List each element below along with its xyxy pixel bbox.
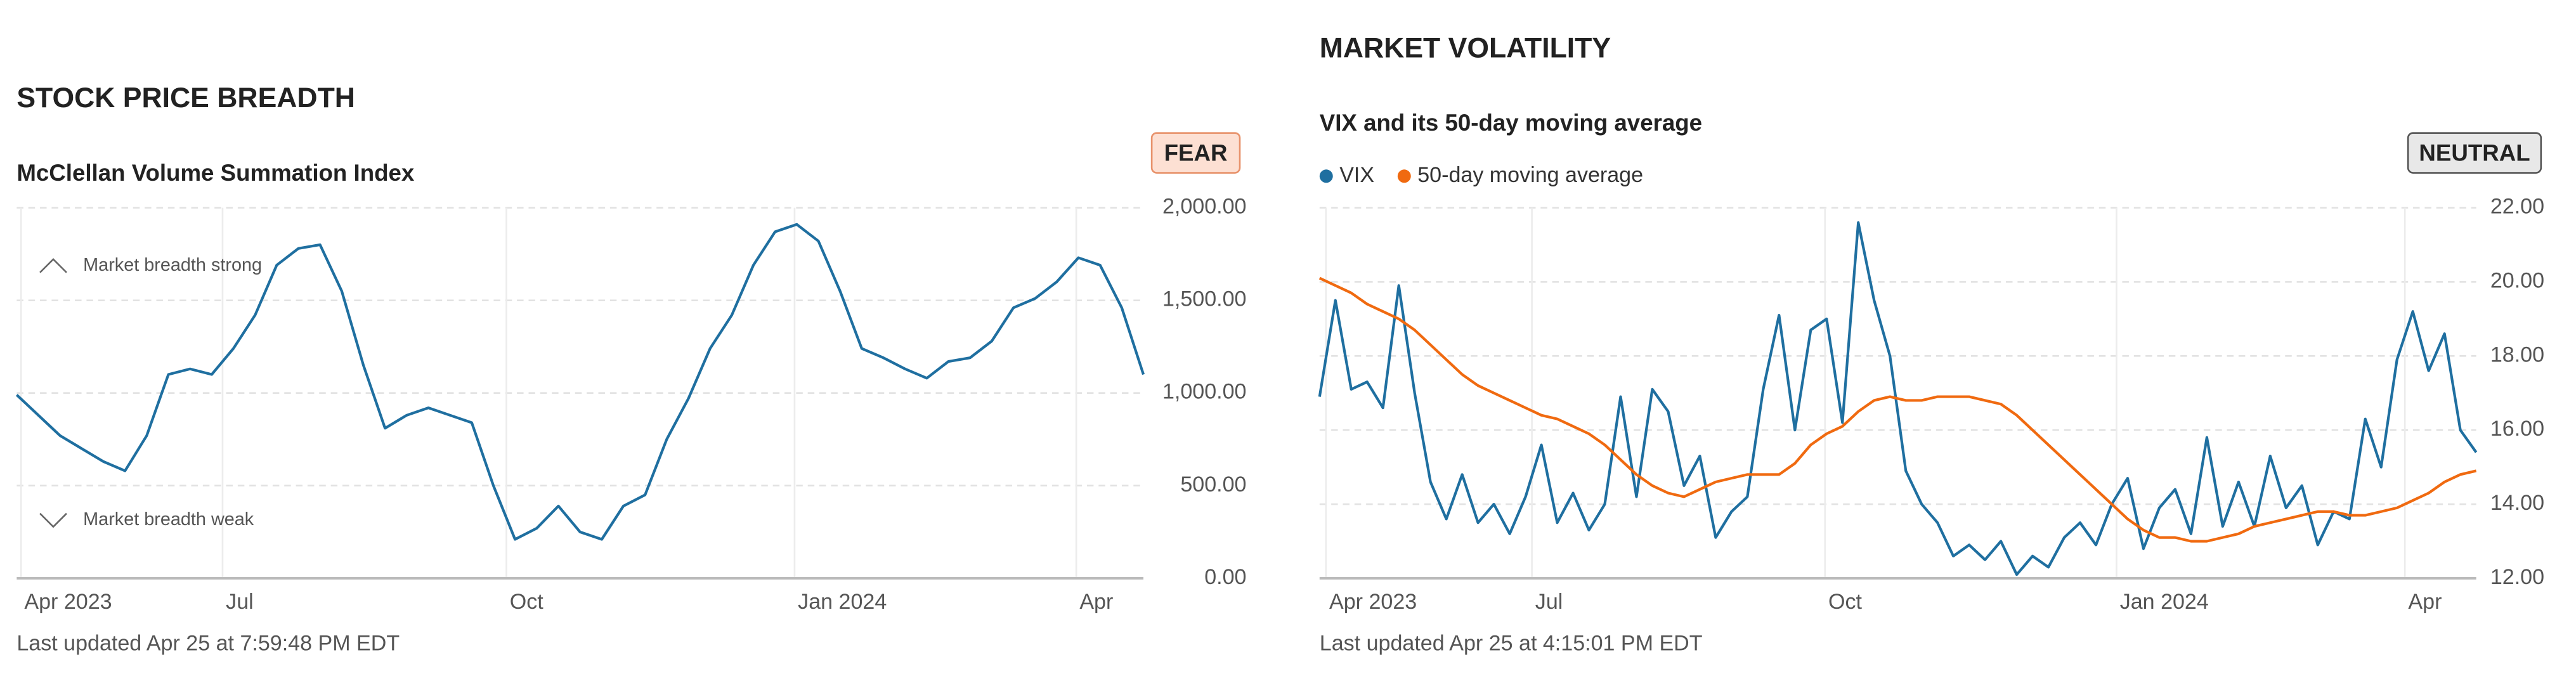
data-line — [1318, 276, 2477, 543]
x-tick-label: Oct — [510, 590, 544, 614]
y-tick-label: 500.00 — [1180, 472, 1246, 497]
annotation-chevron — [39, 512, 67, 528]
x-tick-label: Jan 2024 — [798, 590, 887, 614]
chart-subtitle: VIX and its 50-day moving average — [1320, 110, 1702, 136]
y-tick-label: 18.00 — [2490, 342, 2544, 367]
x-tick-label: Jan 2024 — [2120, 590, 2209, 614]
y-tick-label: 14.00 — [2490, 491, 2544, 515]
chart-title: STOCK PRICE BREADTH — [16, 82, 355, 114]
y-tick-label: 22.00 — [2490, 195, 2544, 219]
x-tick-label: Oct — [1828, 590, 1863, 614]
status-badge — [2407, 132, 2542, 174]
annotation: Market breadth weak — [83, 509, 254, 530]
y-tick-label: 16.00 — [2490, 417, 2544, 441]
footer: Last updated Apr 25 at 7:59:48 PM EDT — [16, 632, 400, 656]
x-tick-label: Jul — [226, 590, 254, 614]
x-tick-label: Jul — [1535, 590, 1563, 614]
chart-title: MARKET VOLATILITY — [1320, 32, 1611, 63]
y-tick-label: 12.00 — [2490, 565, 2544, 589]
legend-dot — [1397, 169, 1411, 183]
x-tick-label: Apr 2023 — [1329, 590, 1417, 614]
y-tick-label: 0.00 — [1204, 565, 1246, 589]
annotation-chevron — [39, 257, 67, 273]
data-line — [1318, 221, 2478, 576]
status-badge — [1150, 132, 1241, 174]
footer: Last updated Apr 25 at 4:15:01 PM EDT — [1320, 632, 1703, 656]
x-tick-label: Apr — [2408, 590, 2442, 614]
legend-label: 50-day moving average — [1417, 163, 1643, 187]
y-tick-label: 1,500.00 — [1162, 287, 1247, 311]
legend-dot — [1319, 169, 1333, 183]
annotation: Market breadth strong — [83, 255, 262, 275]
x-tick-label: Apr — [1079, 590, 1113, 614]
y-tick-label: 1,000.00 — [1162, 380, 1247, 404]
chart-subtitle: McClellan Volume Summation Index — [16, 160, 415, 186]
status-badge-label: NEUTRAL — [2419, 140, 2530, 166]
status-badge-label: FEAR — [1164, 140, 1228, 166]
x-tick-label: Apr 2023 — [24, 590, 112, 614]
y-tick-label: 2,000.00 — [1162, 195, 1247, 219]
legend-label: VIX — [1339, 163, 1374, 187]
data-line — [15, 223, 1145, 541]
y-tick-label: 20.00 — [2490, 268, 2544, 292]
